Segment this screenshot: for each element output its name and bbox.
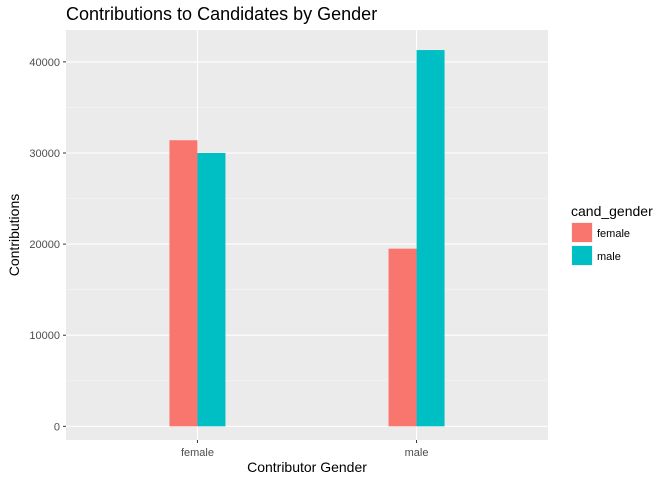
chart-title: Contributions to Candidates by Gender (66, 4, 377, 24)
y-tick-label: 40000 (29, 57, 60, 69)
y-tick-label: 30000 (29, 148, 60, 160)
bars (169, 50, 445, 427)
bar-male-male (416, 50, 445, 427)
x-axis-title: Contributor Gender (247, 459, 367, 475)
x-tick-label: male (405, 447, 429, 459)
legend-label-female: female (597, 228, 630, 240)
y-tick-label: 0 (54, 421, 60, 433)
legend-swatch-male (572, 246, 592, 265)
plot-panel (66, 30, 548, 440)
legend: cand_gender female male (571, 203, 653, 266)
legend-title: cand_gender (571, 203, 653, 219)
legend-swatch-female (572, 223, 592, 242)
legend-label-male: male (597, 251, 621, 263)
bar-female-male (388, 248, 417, 427)
x-axis: female male (181, 440, 429, 459)
y-axis-title: Contributions (6, 194, 22, 277)
y-tick-label: 20000 (29, 239, 60, 251)
x-tick-label: female (181, 447, 214, 459)
y-axis: 0 10000 20000 30000 40000 (29, 57, 66, 433)
bar-male-female (197, 153, 226, 427)
grid-minor (66, 107, 548, 382)
y-tick-label: 10000 (29, 330, 60, 342)
bar-female-female (169, 140, 198, 427)
